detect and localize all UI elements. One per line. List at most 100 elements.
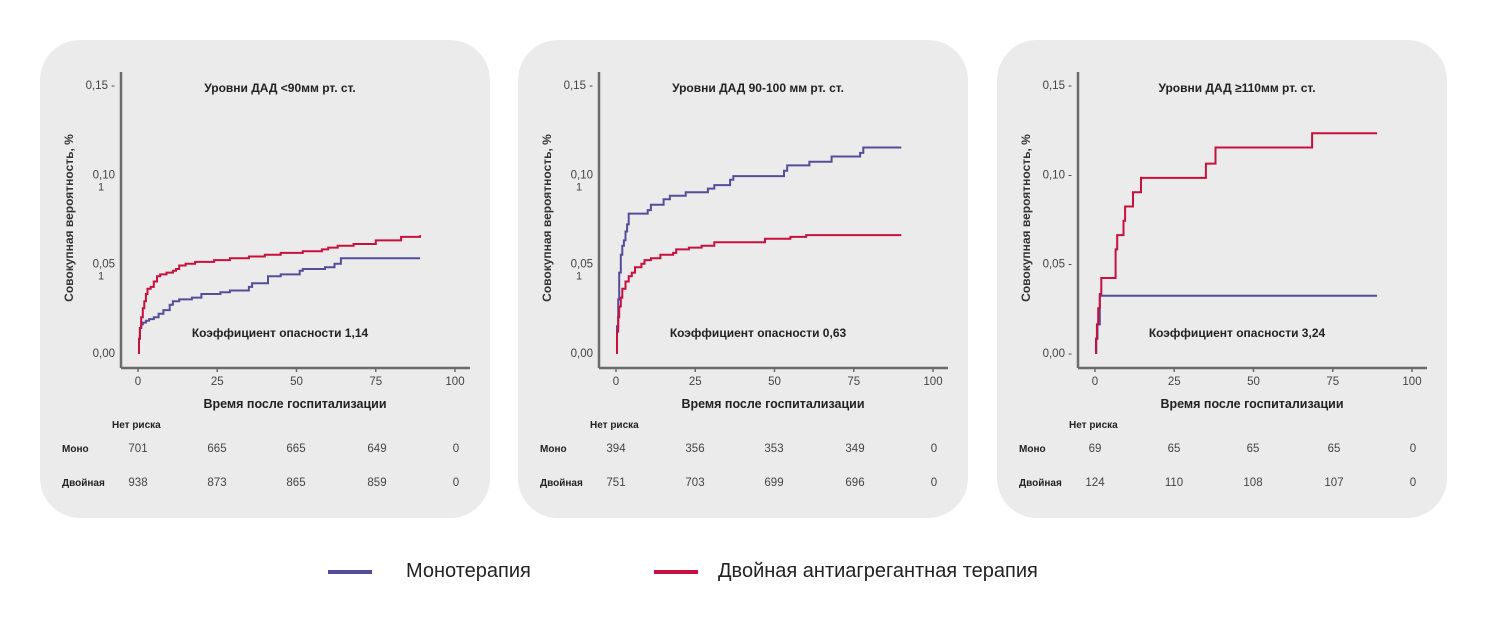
- chart-panel-3: 0,00 - 0,05 - 0,10 - 0,15 - 0 25 50 75 100 Совоку…: [997, 40, 1447, 518]
- at-risk-header: Нет риска: [112, 420, 161, 431]
- y-tick-sublabel: 1: [98, 181, 104, 193]
- x-tick-label: 25: [1168, 376, 1181, 388]
- y-tick-label: 0,05 -: [1043, 259, 1073, 271]
- x-tick-label: 100: [923, 376, 942, 388]
- series-line-mono: [616, 146, 902, 354]
- at-risk-value: 65: [1328, 443, 1341, 455]
- at-risk-value: 873: [207, 477, 226, 489]
- at-risk-header: Нет риска: [590, 420, 639, 431]
- chart-panel-2: 0,00 0,05 1 0,10 1 0,15 -0 25 50 75 100 Совокупная…: [518, 40, 968, 518]
- y-tick-label: 0,10: [93, 169, 115, 181]
- y-tick-label: 0,05: [93, 259, 115, 271]
- at-risk-row-label: Двойная: [540, 478, 583, 489]
- at-risk-row-label: Двойная: [62, 478, 105, 489]
- at-risk-value: 0: [453, 477, 459, 489]
- series-line-dual: [1095, 132, 1378, 354]
- legend-item-dual: Двойная антиагрегантная терапия: [654, 560, 1038, 583]
- at-risk-value: 865: [286, 477, 305, 489]
- chart-title: Уровни ДАД 90-100 мм рт. ст.: [672, 81, 844, 95]
- y-tick-label: 0,00 -: [1043, 348, 1073, 360]
- y-tick-label: 0,00: [571, 348, 593, 360]
- legend: Монотерапия Двойная антиагрегантная тера…: [0, 560, 1488, 596]
- at-risk-header: Нет риска: [1069, 420, 1118, 431]
- chart-panel-1: 0,00 0,05 1 0,10 1 0,15 -0 25 50 75 100 Совокупная…: [40, 40, 490, 518]
- at-risk-value: 701: [128, 443, 147, 455]
- at-risk-value: 751: [606, 477, 625, 489]
- at-risk-value: 356: [685, 443, 704, 455]
- x-tick-label: 0: [613, 376, 619, 388]
- x-tick-label: 100: [1402, 376, 1421, 388]
- at-risk-value: 665: [207, 443, 226, 455]
- y-tick-label: 0,10: [571, 169, 593, 181]
- x-axis-label: Время после госпитализации: [203, 397, 386, 411]
- y-tick-label: 0,05: [571, 259, 593, 271]
- at-risk-value: 665: [286, 443, 305, 455]
- x-tick-label: 50: [768, 376, 781, 388]
- x-tick-label: 75: [1326, 376, 1339, 388]
- at-risk-value: 696: [845, 477, 864, 489]
- y-axis-label: Совокупная вероятность, %: [62, 134, 76, 302]
- at-risk-value: 394: [606, 443, 626, 455]
- at-risk-value: 859: [367, 477, 386, 489]
- at-risk-value: 938: [128, 477, 147, 489]
- x-tick-label: 75: [369, 376, 382, 388]
- at-risk-value: 69: [1089, 443, 1102, 455]
- at-risk-value: 124: [1085, 477, 1105, 489]
- hazard-ratio-annotation: Коэффициент опасности 0,63: [670, 326, 847, 340]
- hazard-ratio-annotation: Коэффициент опасности 3,24: [1149, 326, 1326, 340]
- at-risk-value: 0: [453, 443, 459, 455]
- x-tick-label: 50: [290, 376, 303, 388]
- y-tick-sublabel: 1: [576, 271, 582, 283]
- y-tick-label: 0,15 -: [86, 80, 116, 92]
- at-risk-row-label: Двойная: [1019, 478, 1062, 489]
- at-risk-value: 349: [845, 443, 864, 455]
- at-risk-value: 107: [1324, 477, 1343, 489]
- x-tick-label: 0: [135, 376, 141, 388]
- y-tick-label: 0,15 -: [564, 80, 594, 92]
- y-axis-label: Совокупная вероятность, %: [1019, 134, 1033, 302]
- x-tick-label: 50: [1247, 376, 1260, 388]
- at-risk-value: 110: [1165, 477, 1183, 489]
- at-risk-value: 703: [685, 477, 704, 489]
- x-tick-label: 0: [1092, 376, 1098, 388]
- at-risk-value: 65: [1247, 443, 1260, 455]
- at-risk-value: 0: [1410, 443, 1416, 455]
- chart-title: Уровни ДАД ≥110мм рт. ст.: [1158, 81, 1315, 95]
- y-tick-sublabel: 1: [576, 181, 582, 193]
- at-risk-value: 699: [764, 477, 783, 489]
- at-risk-value: 353: [764, 443, 783, 455]
- x-tick-label: 25: [689, 376, 702, 388]
- at-risk-row-label: Моно: [540, 444, 567, 455]
- y-tick-sublabel: 1: [98, 271, 104, 283]
- chart-title: Уровни ДАД <90мм рт. ст.: [204, 81, 355, 95]
- y-tick-label: 0,10 -: [1043, 169, 1073, 181]
- at-risk-value: 0: [1410, 477, 1416, 489]
- y-tick-label: 0,00: [93, 348, 115, 360]
- series-line-mono: [138, 257, 421, 354]
- x-tick-label: 100: [445, 376, 464, 388]
- legend-swatch-mono: [328, 569, 372, 574]
- y-tick-label: 0,15 -: [1043, 80, 1073, 92]
- chart-svg: 0,00 - 0,05 - 0,10 - 0,15 - 0 25 50 75 100 Совоку…: [1019, 72, 1427, 489]
- legend-swatch-dual: [654, 569, 698, 574]
- at-risk-value: 649: [367, 443, 386, 455]
- x-tick-label: 25: [211, 376, 224, 388]
- at-risk-value: 108: [1243, 477, 1262, 489]
- series-line-mono: [1095, 294, 1378, 354]
- at-risk-row-label: Моно: [62, 444, 89, 455]
- legend-item-mono: Монотерапия: [328, 560, 531, 583]
- at-risk-value: 0: [931, 477, 937, 489]
- x-tick-label: 75: [847, 376, 860, 388]
- series-line-dual: [616, 234, 902, 354]
- at-risk-row-label: Моно: [1019, 444, 1046, 455]
- y-axis-label: Совокупная вероятность, %: [540, 134, 554, 302]
- series-line-dual: [138, 235, 422, 354]
- at-risk-value: 65: [1168, 443, 1181, 455]
- legend-label-dual: Двойная антиагрегантная терапия: [718, 560, 1038, 582]
- x-axis-label: Время после госпитализации: [1160, 397, 1343, 411]
- x-axis-label: Время после госпитализации: [681, 397, 864, 411]
- legend-label-mono: Монотерапия: [406, 560, 531, 582]
- at-risk-value: 0: [931, 443, 937, 455]
